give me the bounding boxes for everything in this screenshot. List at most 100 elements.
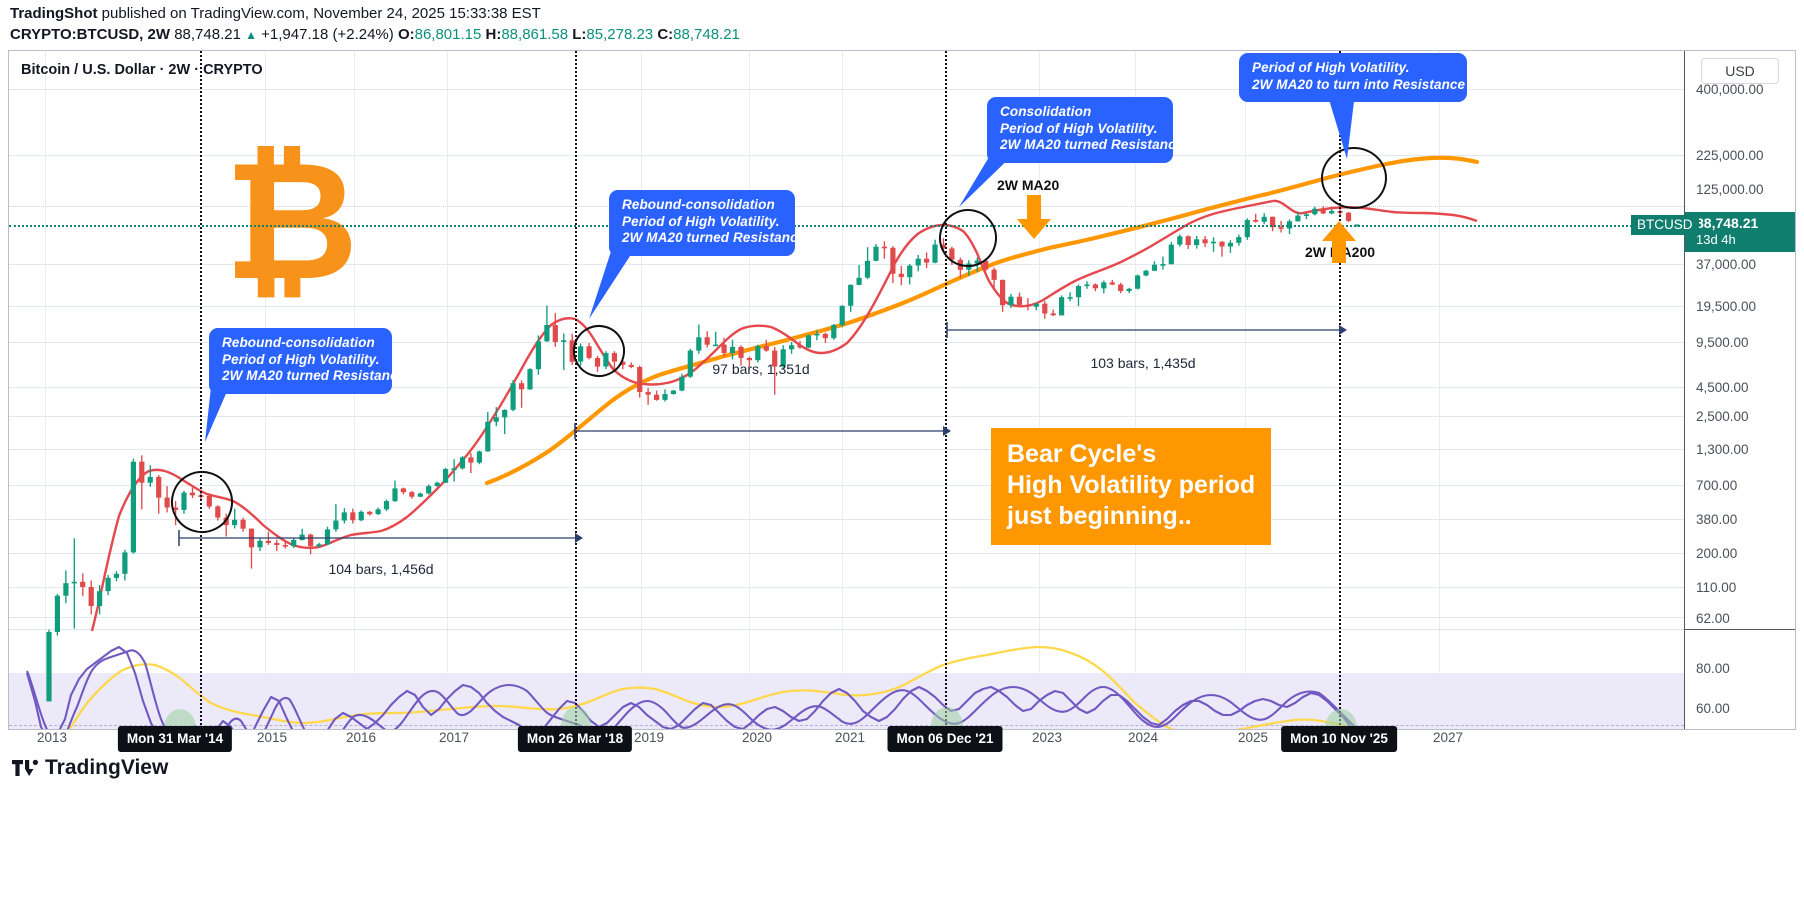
gridline xyxy=(9,553,1684,554)
gridline xyxy=(9,587,1684,588)
measure-label-2018-2021: 97 bars, 1,351d xyxy=(712,361,810,377)
gridline xyxy=(9,89,1684,90)
gridline xyxy=(9,306,1684,307)
measure-2021-2025[interactable] xyxy=(945,321,1349,339)
subpanel-separator xyxy=(9,629,1684,630)
rsi-midline xyxy=(9,725,1684,726)
price-change: +1,947.18 (+2.24%) xyxy=(261,26,394,43)
rsi-highlight-2021 xyxy=(931,707,963,729)
callout-2014[interactable]: Rebound-consolidation Period of High Vol… xyxy=(209,328,409,394)
price-plot-area[interactable]: ₿ xyxy=(9,51,1684,729)
gridline xyxy=(9,155,1684,156)
date-marker-2018 xyxy=(575,51,577,729)
tradingview-footer: TradingView xyxy=(12,756,168,780)
date-marker-2014 xyxy=(200,51,202,729)
y-tick: 62.00 xyxy=(1696,611,1730,626)
gridline xyxy=(9,485,1684,486)
rsi-highlight-2025 xyxy=(1325,709,1357,729)
gridline xyxy=(9,617,1684,618)
symbol-price-tag: BTCUSD xyxy=(1631,215,1699,235)
gridline xyxy=(1135,51,1136,729)
y-tick: 1,300.00 xyxy=(1696,442,1749,457)
last-price: 88,748.21 xyxy=(174,26,241,43)
bitcoin-watermark-icon: ₿ xyxy=(224,125,359,317)
rsi-y-tick: 60.00 xyxy=(1696,701,1730,716)
currency-selector[interactable]: USD xyxy=(1701,58,1779,84)
gridline xyxy=(447,51,448,729)
x-tick-highlight-2021: Mon 06 Dec '21 xyxy=(887,726,1003,752)
rsi-highlight-2018 xyxy=(561,707,591,729)
tradingview-logo-icon xyxy=(12,759,38,776)
open-value: 86,801.15 xyxy=(414,26,482,43)
open-label: O: xyxy=(397,26,415,43)
y-tick: 400,000.00 xyxy=(1696,82,1764,97)
rsi-line-detail xyxy=(25,645,1354,729)
publication-header: TradingShot published on TradingView.com… xyxy=(10,4,541,24)
rsi-signal-line xyxy=(68,645,1358,729)
axis-subpanel-separator xyxy=(1685,629,1795,630)
gridline xyxy=(9,519,1684,520)
rsi-line xyxy=(26,649,1359,729)
measure-label-2021-2025: 103 bars, 1,435d xyxy=(1090,355,1196,371)
bear-cycle-callout[interactable]: Bear Cycle's High Volatility period just… xyxy=(991,428,1272,545)
current-price-tag[interactable]: 88,748.21 13d 4h xyxy=(1685,212,1795,252)
close-label: C: xyxy=(657,26,674,43)
y-tick: 380.00 xyxy=(1696,512,1738,527)
y-tick: 19,500.00 xyxy=(1696,299,1757,314)
y-tick: 37,000.00 xyxy=(1696,257,1757,272)
high-label: H: xyxy=(485,26,502,43)
candlestick-series xyxy=(46,205,1360,702)
high-value: 88,861.58 xyxy=(501,26,569,43)
time-axis[interactable]: 2013 Mon 31 Mar '14 2015 2016 2017 Mon 2… xyxy=(8,726,1796,756)
x-tick-2017: 2017 xyxy=(438,730,470,745)
x-tick-2025: 2025 xyxy=(1237,730,1269,745)
y-tick: 700.00 xyxy=(1696,478,1738,493)
x-tick-2013: 2013 xyxy=(36,730,68,745)
y-tick: 4,500.00 xyxy=(1696,380,1749,395)
chart-frame[interactable]: ₿ xyxy=(8,50,1796,730)
x-tick-2023: 2023 xyxy=(1031,730,1063,745)
y-tick: 125,000.00 xyxy=(1696,182,1764,197)
x-tick-2027: 2027 xyxy=(1432,730,1464,745)
y-tick: 2,500.00 xyxy=(1696,409,1749,424)
close-value: 88,748.21 xyxy=(673,26,740,43)
pattern-ellipse-2025 xyxy=(1321,147,1387,209)
gridline xyxy=(842,51,843,729)
gridline xyxy=(9,449,1684,450)
gridline xyxy=(1039,51,1040,729)
low-value: 85,278.23 xyxy=(586,26,654,43)
change-arrow-icon: ▲ xyxy=(245,28,257,42)
gridline xyxy=(749,51,750,729)
price-axis[interactable]: USD 400,000.00 225,000.00 125,000.00 37,… xyxy=(1684,51,1795,729)
symbol-label: CRYPTO:BTCUSD, 2W xyxy=(10,26,171,43)
publication-meta: published on TradingView.com, November 2… xyxy=(101,5,541,22)
x-tick-2020: 2020 xyxy=(741,730,773,745)
callout-2018[interactable]: Rebound-consolidation Period of High Vol… xyxy=(609,190,809,256)
low-label: L: xyxy=(572,26,587,43)
callout-2025[interactable]: Period of High Volatility. 2W MA20 to tu… xyxy=(1239,53,1486,102)
gridline xyxy=(9,416,1684,417)
x-tick-2016: 2016 xyxy=(345,730,377,745)
x-tick-highlight-2014: Mon 31 Mar '14 xyxy=(117,726,233,752)
rsi-y-tick: 80.00 xyxy=(1696,661,1730,676)
bar-countdown: 13d 4h xyxy=(1696,232,1736,247)
measure-2014-2018[interactable] xyxy=(177,529,585,547)
ma20-label: 2W MA20 xyxy=(997,177,1060,193)
date-marker-2025 xyxy=(1339,51,1341,729)
date-marker-2021 xyxy=(945,51,947,729)
gridline xyxy=(9,206,1684,207)
x-tick-2015: 2015 xyxy=(256,730,288,745)
author-name: TradingShot xyxy=(10,5,98,22)
x-tick-2024: 2024 xyxy=(1127,730,1159,745)
chart-legend: Bitcoin / U.S. Dollar · 2W · CRYPTO xyxy=(21,62,263,78)
callout-2021[interactable]: Consolidation Period of High Volatility.… xyxy=(987,97,1187,163)
current-price-value: 88,748.21 xyxy=(1696,215,1759,231)
x-tick-highlight-2025: Mon 10 Nov '25 xyxy=(1281,726,1397,752)
measure-2018-2021[interactable] xyxy=(573,422,953,440)
x-tick-2021: 2021 xyxy=(834,730,866,745)
y-tick: 225,000.00 xyxy=(1696,148,1764,163)
y-tick: 110.00 xyxy=(1696,580,1737,595)
current-price-line xyxy=(9,225,1684,227)
y-tick: 9,500.00 xyxy=(1696,335,1749,350)
